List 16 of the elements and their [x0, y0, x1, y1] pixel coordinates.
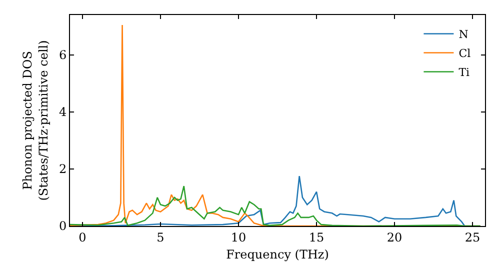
- x-tick-label: 15: [308, 230, 324, 244]
- y-tick-label: 0: [58, 219, 67, 234]
- legend-label: Cl: [458, 47, 472, 60]
- y-tick-label: 6: [58, 48, 67, 62]
- legend-label: Ti: [458, 66, 470, 80]
- x-axis-title: Frequency (THz): [226, 247, 329, 262]
- x-tick-label: 0: [78, 230, 86, 244]
- y-axis-title: Phonon projected DOS (States/THz·primitive cell): [20, 40, 50, 201]
- legend-label: N: [458, 28, 469, 42]
- y-tick-label: 4: [58, 105, 67, 120]
- line-series: [70, 185, 481, 226]
- x-tick-label: 10: [230, 230, 246, 244]
- x-tick-label: 5: [156, 230, 164, 244]
- y-tick-label: 2: [58, 162, 67, 176]
- x-tick-label: 20: [386, 230, 402, 244]
- x-tick-label: 25: [464, 230, 480, 244]
